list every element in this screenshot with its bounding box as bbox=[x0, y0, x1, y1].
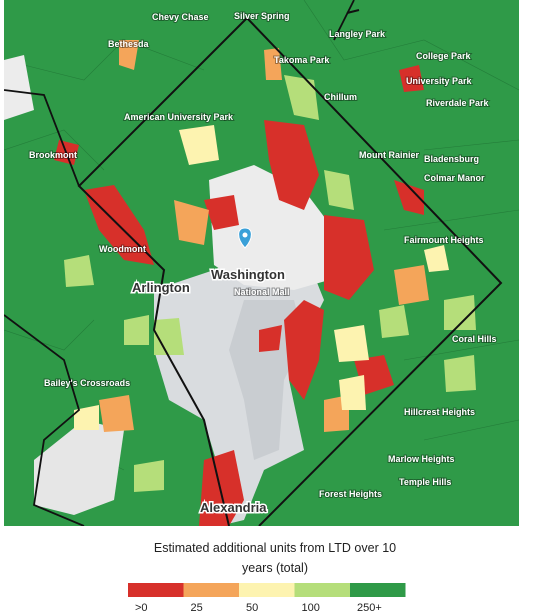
legend-swatch bbox=[294, 583, 350, 597]
place-label: Silver Spring bbox=[234, 11, 290, 21]
legend-label: 50 bbox=[246, 602, 258, 614]
legend-swatch bbox=[183, 583, 239, 597]
place-label: National Mall bbox=[234, 287, 290, 297]
yellow-areas bbox=[74, 125, 449, 430]
place-label: Fairmount Heights bbox=[404, 235, 484, 245]
place-label: Chillum bbox=[324, 92, 357, 102]
gray-area bbox=[4, 55, 34, 120]
legend-swatch bbox=[128, 583, 184, 597]
location-pin bbox=[238, 227, 252, 249]
place-label: Bladensburg bbox=[424, 154, 479, 164]
place-label: Hillcrest Heights bbox=[404, 407, 475, 417]
legend-label: >0 bbox=[135, 602, 148, 614]
legend-title-line: Estimated additional units from LTD over… bbox=[153, 541, 397, 555]
place-label: Riverdale Park bbox=[426, 98, 490, 108]
place-label: Langley Park bbox=[329, 29, 386, 39]
place-label: Brookmont bbox=[29, 150, 77, 160]
place-label: Bailey's Crossroads bbox=[44, 378, 130, 388]
legend-title-line: years (total) bbox=[242, 561, 308, 575]
county-boundary bbox=[4, 0, 355, 526]
legend-swatch bbox=[350, 583, 406, 597]
legend-title: Estimated additional units from LTD over… bbox=[0, 538, 550, 578]
boundary bbox=[346, 9, 360, 14]
place-label: Coral Hills bbox=[452, 334, 497, 344]
city-label: Alexandria bbox=[200, 500, 267, 515]
legend-label: 250+ bbox=[357, 602, 382, 614]
dc-boundary bbox=[77, 17, 503, 526]
light-green-areas bbox=[64, 75, 476, 492]
place-label: Forest Heights bbox=[319, 489, 382, 499]
place-label: Temple Hills bbox=[399, 477, 451, 487]
pin-dot bbox=[242, 232, 248, 238]
place-label: Marlow Heights bbox=[388, 454, 455, 464]
legend: >0 25 50 100 250+ bbox=[128, 583, 406, 614]
river-anacostia bbox=[229, 300, 304, 460]
place-label: Colmar Manor bbox=[424, 173, 485, 183]
place-label: Woodmont bbox=[99, 244, 146, 254]
city-label: Washington bbox=[211, 267, 285, 282]
legend-label: 100 bbox=[302, 602, 320, 614]
map: Chevy Chase Silver Spring Bethesda Takom… bbox=[4, 0, 519, 526]
place-label: College Park bbox=[416, 51, 472, 61]
place-label: Chevy Chase bbox=[152, 12, 209, 22]
legend-swatch bbox=[239, 583, 295, 597]
place-label: University Park bbox=[406, 76, 473, 86]
city-label: Arlington bbox=[132, 280, 190, 295]
place-label: American University Park bbox=[124, 112, 234, 122]
legend-label: 25 bbox=[191, 602, 203, 614]
place-label: Mount Rainier bbox=[359, 150, 419, 160]
place-label: Takoma Park bbox=[274, 55, 330, 65]
orange-areas bbox=[99, 40, 429, 432]
red-areas bbox=[54, 65, 424, 526]
place-label: Bethesda bbox=[108, 39, 150, 49]
gray-area bbox=[34, 420, 124, 515]
